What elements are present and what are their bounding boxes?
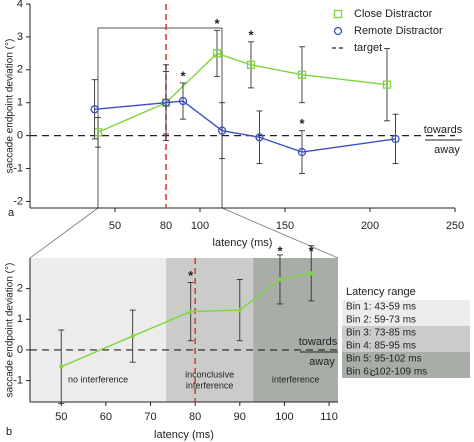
table-cell: Bin 5: 95-102 ms — [346, 354, 422, 365]
table-cell: Bin 1: 43-59 ms — [346, 302, 416, 313]
zoom-connector — [221, 207, 339, 259]
point — [391, 134, 400, 144]
direction-label: away — [309, 356, 335, 368]
x-tick-label: 110 — [320, 411, 338, 423]
point — [246, 60, 256, 70]
table-row — [342, 365, 470, 378]
y-tick-label: 1 — [17, 97, 23, 109]
y-axis-label: saccade endpoint deviation (°) — [5, 263, 16, 398]
x-axis-label: latency (ms) — [154, 429, 214, 441]
legend-label: Remote Distractor — [354, 25, 443, 37]
region — [30, 258, 167, 402]
y-tick-label: 0 — [17, 130, 23, 142]
table-cell: Bin 4: 85-95 ms — [346, 341, 416, 352]
y-tick-label: -2 — [13, 195, 23, 207]
x-tick-label: 150 — [276, 220, 294, 232]
point — [130, 333, 135, 339]
point — [309, 271, 314, 276]
table-row — [342, 339, 470, 352]
x-tick-label: 80 — [189, 411, 201, 423]
panel-label: c — [370, 367, 376, 379]
x-tick-label: 50 — [55, 411, 67, 423]
table-row — [342, 352, 470, 365]
y-tick-label: 2 — [17, 64, 23, 76]
legend-label: Close Distractor — [354, 8, 433, 20]
table-cell: Bin 3: 73-85 ms — [346, 328, 416, 339]
significance-star: * — [248, 27, 254, 42]
point — [59, 364, 64, 369]
direction-label: towards — [299, 336, 338, 348]
series-line — [60, 272, 312, 368]
zoom-box — [97, 27, 223, 209]
significance-star: * — [309, 243, 315, 258]
table-row — [342, 313, 470, 326]
series-line — [97, 52, 388, 133]
panel-label: b — [6, 426, 12, 438]
region-label: interference — [272, 374, 320, 384]
y-tick-label: 1 — [17, 313, 23, 325]
panel-label: a — [8, 207, 15, 219]
table-cell: Bin 2: 59-73 ms — [346, 315, 416, 326]
legend-marker — [333, 26, 343, 36]
y-tick-label: 2 — [17, 283, 23, 295]
y-tick-label: -1 — [13, 162, 23, 174]
y-tick-label: 0 — [17, 344, 23, 356]
point — [255, 133, 264, 142]
region — [253, 258, 338, 402]
x-tick-label: 60 — [100, 411, 112, 423]
point — [178, 96, 188, 106]
region — [166, 258, 254, 402]
legend-marker — [333, 9, 343, 19]
legend-label: target — [354, 42, 382, 54]
y-tick-label: -1 — [13, 374, 23, 386]
direction-label: towards — [424, 124, 463, 136]
table-row — [342, 326, 470, 339]
region-label: interference — [186, 380, 234, 390]
table-title: Latency range — [346, 286, 416, 298]
x-tick-label: 250 — [446, 220, 464, 232]
series-line — [94, 100, 396, 153]
region-label: no interference — [68, 374, 128, 384]
marker-label: 80 — [160, 220, 172, 232]
x-tick-label: 200 — [361, 220, 379, 232]
point — [297, 70, 307, 79]
significance-star: * — [214, 16, 220, 31]
x-axis-label: latency (ms) — [213, 237, 273, 249]
x-tick-label: 70 — [144, 411, 156, 423]
region-label: inconclusive — [185, 369, 234, 379]
y-axis-label: saccade endpoint deviation (°) — [5, 39, 16, 174]
direction-label: away — [434, 144, 460, 156]
y-tick-label: 4 — [17, 0, 23, 10]
point — [212, 49, 222, 58]
significance-star: * — [180, 68, 186, 83]
point — [297, 147, 307, 157]
table-row — [342, 300, 470, 313]
significance-star: * — [299, 116, 305, 131]
point — [161, 98, 171, 107]
x-tick-label: 100 — [275, 411, 293, 423]
zoom-connector — [29, 207, 99, 259]
table-cell: Bin 6: 102-109 ms — [346, 367, 427, 378]
point — [217, 126, 227, 135]
point — [237, 307, 242, 313]
significance-star: * — [188, 268, 194, 283]
point — [90, 105, 99, 114]
significance-star: * — [277, 243, 283, 258]
x-tick-label: 50 — [109, 220, 121, 232]
point — [188, 309, 193, 314]
y-tick-label: 3 — [17, 31, 23, 43]
point — [277, 277, 283, 282]
x-tick-label: 100 — [191, 220, 209, 232]
point — [382, 80, 392, 89]
x-tick-label: 90 — [234, 411, 246, 423]
